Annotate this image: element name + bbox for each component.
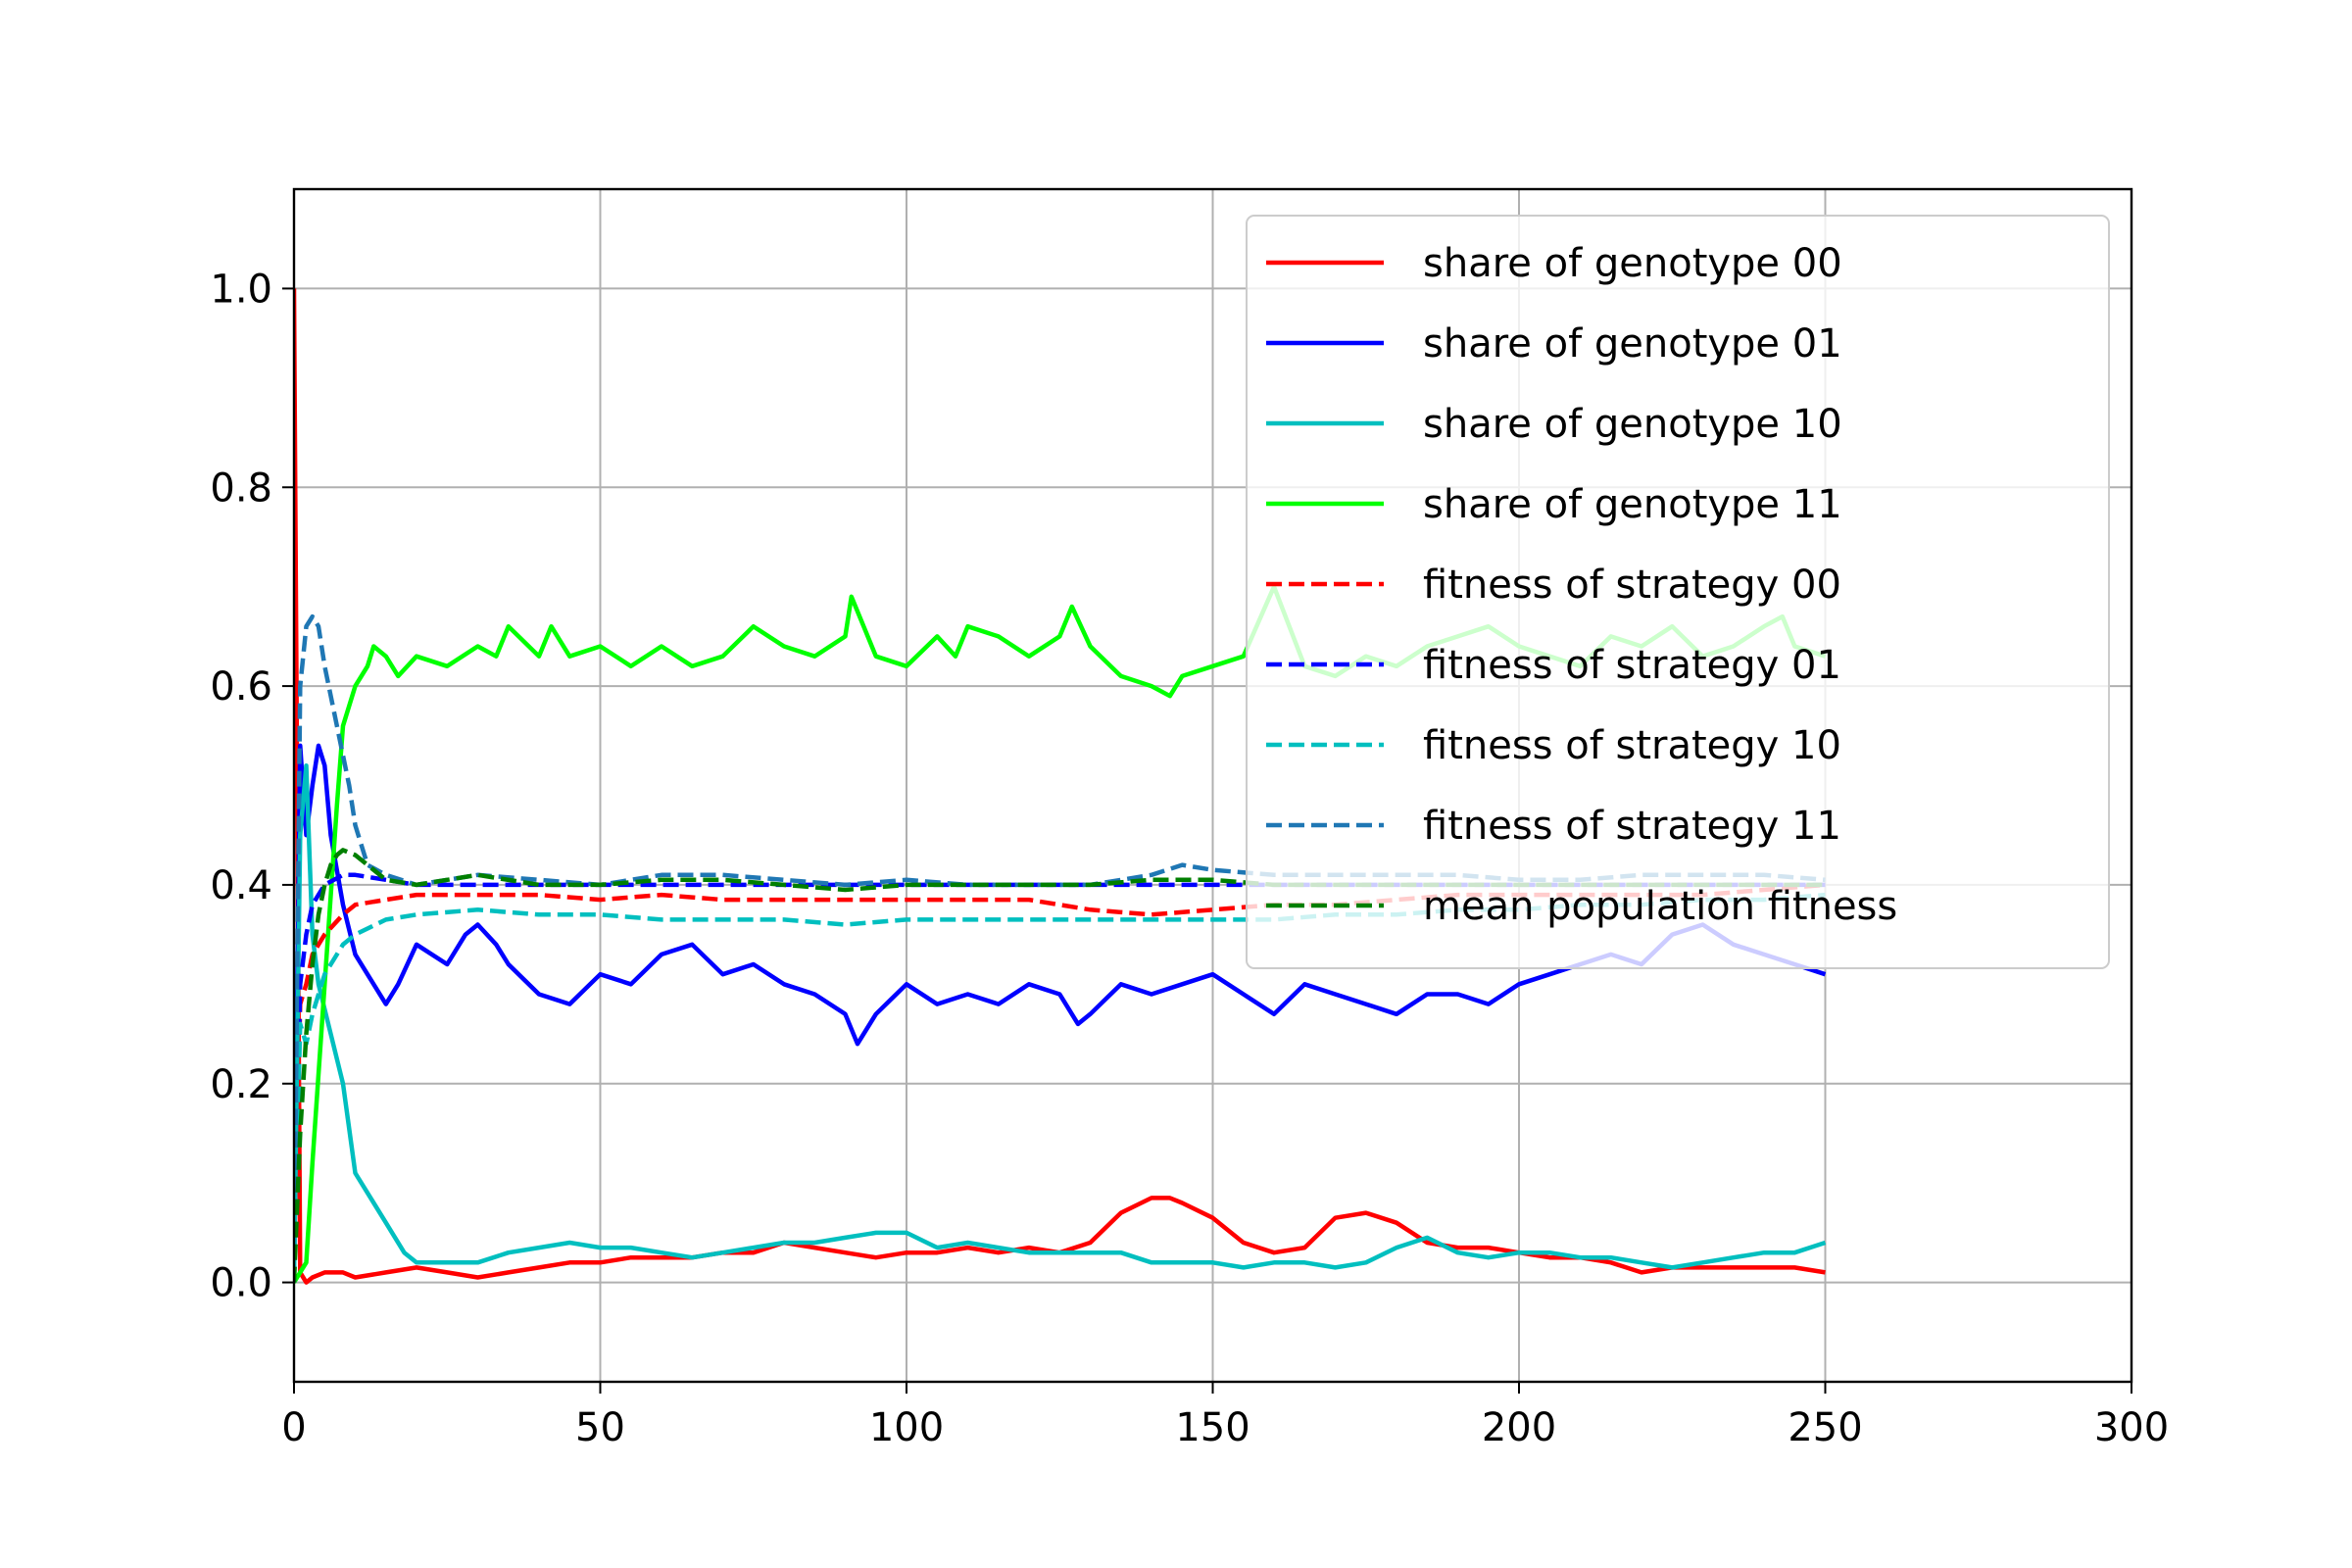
- series-line-fitness-of-strategy-11: [294, 613, 1826, 1283]
- x-tick-label: 250: [1788, 1405, 1862, 1450]
- legend-label: share of genotype 00: [1423, 241, 1842, 286]
- legend-label: fitness of strategy 00: [1423, 563, 1841, 608]
- legend: share of genotype 00 share of genotype 01…: [1246, 215, 2110, 969]
- x-tick-label: 150: [1175, 1405, 1250, 1450]
- x-tick-label: 200: [1482, 1405, 1556, 1450]
- legend-label: share of genotype 10: [1423, 402, 1842, 447]
- legend-label: fitness of strategy 11: [1423, 804, 1841, 849]
- legend-label: fitness of strategy 01: [1423, 643, 1841, 688]
- series-line-share-of-genotype-10: [294, 762, 1827, 1283]
- legend-box: [1246, 215, 2110, 969]
- y-tick-label: 1.0: [210, 267, 272, 312]
- y-tick-label: 0.4: [210, 863, 272, 908]
- legend-label: share of genotype 01: [1423, 321, 1842, 367]
- y-tick-label: 0.0: [210, 1261, 272, 1306]
- x-tick-label: 50: [575, 1405, 625, 1450]
- legend-label: mean population fitness: [1423, 884, 1897, 929]
- series-line-share-of-genotype-01: [294, 743, 1827, 1283]
- y-tick-label: 0.6: [210, 664, 272, 710]
- x-tick-label: 0: [281, 1405, 306, 1450]
- x-tick-label: 300: [2094, 1405, 2169, 1450]
- x-tick-label: 100: [869, 1405, 944, 1450]
- legend-label: share of genotype 11: [1423, 482, 1842, 527]
- legend-label: fitness of strategy 10: [1423, 723, 1841, 768]
- y-tick-label: 0.8: [210, 466, 272, 511]
- ticks: 0 50 100 150 200 250 300 0.0 0.2 0.4 0.6 0.8 1.0: [210, 267, 2169, 1450]
- y-tick-label: 0.2: [210, 1062, 272, 1107]
